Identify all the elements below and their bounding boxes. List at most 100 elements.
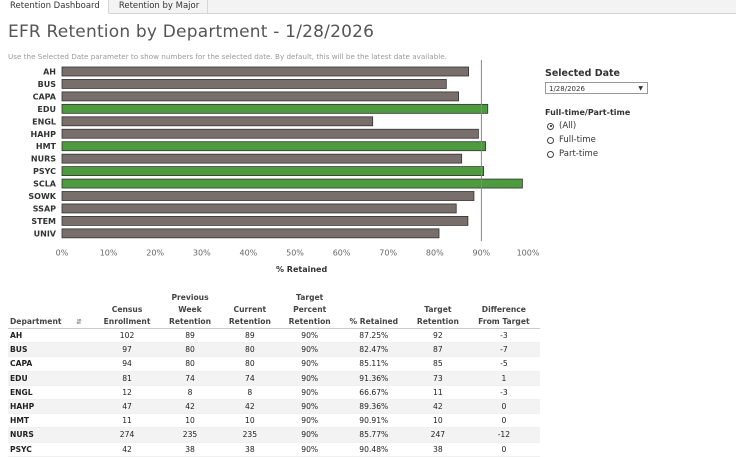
cell-current-retention: 74 xyxy=(219,371,280,386)
table-row[interactable]: PSYC 42 38 38 90% 90.48% 38 0 xyxy=(8,442,540,457)
cell-target-percent-retention: 90% xyxy=(279,371,340,386)
radio-part-time-label: Part-time xyxy=(559,149,599,159)
radio-all-label: (All) xyxy=(559,121,577,131)
x-tick-label: 80% xyxy=(426,248,444,257)
cell-department: BUS xyxy=(8,342,94,358)
cell-previous-week-retention: 8 xyxy=(160,385,220,400)
cell-department: NURS xyxy=(8,427,94,443)
category-label: NURS xyxy=(31,155,56,164)
cell-department: HMT xyxy=(8,413,94,429)
retention-bar-chart: AH BUS CAPA EDU ENGL HAHP HMT NURS PSYC SCLA SOWK S… xyxy=(28,60,540,257)
cell-current-retention: 38 xyxy=(219,442,280,457)
x-tick-label: 10% xyxy=(100,248,118,257)
bar-scla[interactable] xyxy=(61,178,523,189)
cell-census-enrollment: 42 xyxy=(94,442,161,457)
col-header-percent-retained[interactable]: % Retained xyxy=(339,292,408,329)
bar-ah[interactable] xyxy=(61,66,469,77)
selected-date-value: 1/28/2026 xyxy=(549,85,585,93)
cell-target-percent-retention: 90% xyxy=(279,328,340,344)
retention-table: Department ⇵ Census Enrollment Previous We… xyxy=(8,292,540,457)
bar-hahp[interactable] xyxy=(61,128,479,139)
bar-ssap[interactable] xyxy=(61,203,457,214)
bar-sowk[interactable] xyxy=(61,191,475,201)
tab-bar: Retention Dashboard Retention by Major xyxy=(0,0,736,14)
table-row[interactable]: NURS 274 235 235 90% 85.77% 247 -12 xyxy=(8,427,540,443)
cell-current-retention: 80 xyxy=(219,342,280,358)
cell-department: PSYC xyxy=(8,442,94,457)
selected-date-title: Selected Date xyxy=(545,68,620,79)
category-label: HAHP xyxy=(31,130,57,139)
cell-census-enrollment: 81 xyxy=(94,371,161,386)
cell-percent-retained: 89.36% xyxy=(339,399,408,415)
bar-hmt[interactable] xyxy=(61,141,487,152)
cell-percent-retained: 66.67% xyxy=(339,385,408,400)
x-tick-label: 50% xyxy=(286,248,304,257)
cell-previous-week-retention: 10 xyxy=(160,413,220,429)
radio-all[interactable]: (All) xyxy=(547,121,576,131)
sort-icon[interactable]: ⇵ xyxy=(74,292,94,329)
cell-department: AH xyxy=(8,328,94,344)
cell-difference-from-target: -3 xyxy=(467,328,540,344)
bar-capa[interactable] xyxy=(61,91,460,102)
cell-department: EDU xyxy=(8,371,94,386)
selected-date-dropdown[interactable]: 1/28/2026 ▼ xyxy=(545,82,648,94)
cell-target-percent-retention: 90% xyxy=(279,427,340,443)
x-axis-title: % Retained xyxy=(276,265,328,274)
table-row[interactable]: ENGL 12 8 8 90% 66.67% 11 -3 xyxy=(8,385,540,400)
x-tick-label: 0% xyxy=(56,248,69,257)
category-label: HMT xyxy=(36,142,57,151)
bar-psyc[interactable] xyxy=(61,166,485,176)
col-header-target-retention[interactable]: Target Retention xyxy=(407,292,468,329)
cell-target-retention: 87 xyxy=(407,342,468,358)
cell-percent-retained: 87.25% xyxy=(339,328,408,344)
cell-target-percent-retention: 90% xyxy=(279,442,340,457)
cell-current-retention: 89 xyxy=(219,328,280,344)
table-row[interactable]: EDU 81 74 74 90% 91.36% 73 1 xyxy=(8,371,540,386)
bar-engl[interactable] xyxy=(61,116,374,127)
cell-percent-retained: 90.91% xyxy=(339,413,408,429)
cell-difference-from-target: -12 xyxy=(467,427,540,443)
radio-full-time[interactable]: Full-time xyxy=(547,135,596,145)
table-row[interactable]: HMT 11 10 10 90% 90.91% 10 0 xyxy=(8,413,540,429)
bar-bus[interactable] xyxy=(61,79,447,89)
cell-census-enrollment: 97 xyxy=(94,342,161,358)
x-tick-label: 40% xyxy=(240,248,258,257)
col-header-target-percent-retention[interactable]: Target Percent Retention xyxy=(279,292,340,329)
col-header-previous-week-retention[interactable]: Previous Week Retention xyxy=(160,292,220,329)
cell-previous-week-retention: 235 xyxy=(160,427,220,443)
chevron-down-icon: ▼ xyxy=(638,85,643,92)
col-header-census-enrollment[interactable]: Census Enrollment xyxy=(94,292,161,329)
cell-percent-retained: 90.48% xyxy=(339,442,408,457)
tab-retention-dashboard[interactable]: Retention Dashboard xyxy=(0,0,109,14)
cell-previous-week-retention: 42 xyxy=(160,399,220,415)
cell-census-enrollment: 274 xyxy=(94,427,161,443)
cell-target-retention: 11 xyxy=(407,385,468,400)
table-row[interactable]: AH 102 89 89 90% 87.25% 92 -3 xyxy=(8,328,540,344)
cell-difference-from-target: -5 xyxy=(467,356,540,372)
col-header-current-retention[interactable]: Current Retention xyxy=(219,292,280,329)
col-header-difference-from-target[interactable]: Difference From Target xyxy=(467,292,540,329)
bar-stem[interactable] xyxy=(61,215,469,226)
category-label: SSAP xyxy=(33,204,56,213)
category-label: ENGL xyxy=(32,117,56,126)
table-row[interactable]: BUS 97 80 80 90% 82.47% 87 -7 xyxy=(8,342,540,358)
cell-census-enrollment: 11 xyxy=(94,413,161,429)
table-row[interactable]: CAPA 94 80 80 90% 85.11% 85 -5 xyxy=(8,356,540,372)
tab-retention-by-major[interactable]: Retention by Major xyxy=(109,0,209,13)
cell-target-percent-retention: 90% xyxy=(279,342,340,358)
bar-nurs[interactable] xyxy=(61,153,463,164)
page-subtitle: Use the Selected Date parameter to show … xyxy=(8,52,447,61)
table-row[interactable]: HAHP 47 42 42 90% 89.36% 42 0 xyxy=(8,399,540,415)
category-label: STEM xyxy=(31,217,56,226)
cell-current-retention: 80 xyxy=(219,356,280,372)
col-header-department[interactable]: Department xyxy=(8,292,74,329)
radio-part-time[interactable]: Part-time xyxy=(547,149,598,159)
cell-department: HAHP xyxy=(8,399,94,415)
bar-univ[interactable] xyxy=(61,228,440,239)
x-tick-label: 70% xyxy=(379,248,397,257)
cell-target-retention: 10 xyxy=(407,413,468,429)
cell-target-percent-retention: 90% xyxy=(279,356,340,372)
cell-census-enrollment: 47 xyxy=(94,399,161,415)
cell-difference-from-target: 0 xyxy=(467,413,540,429)
bar-edu[interactable] xyxy=(61,103,489,114)
